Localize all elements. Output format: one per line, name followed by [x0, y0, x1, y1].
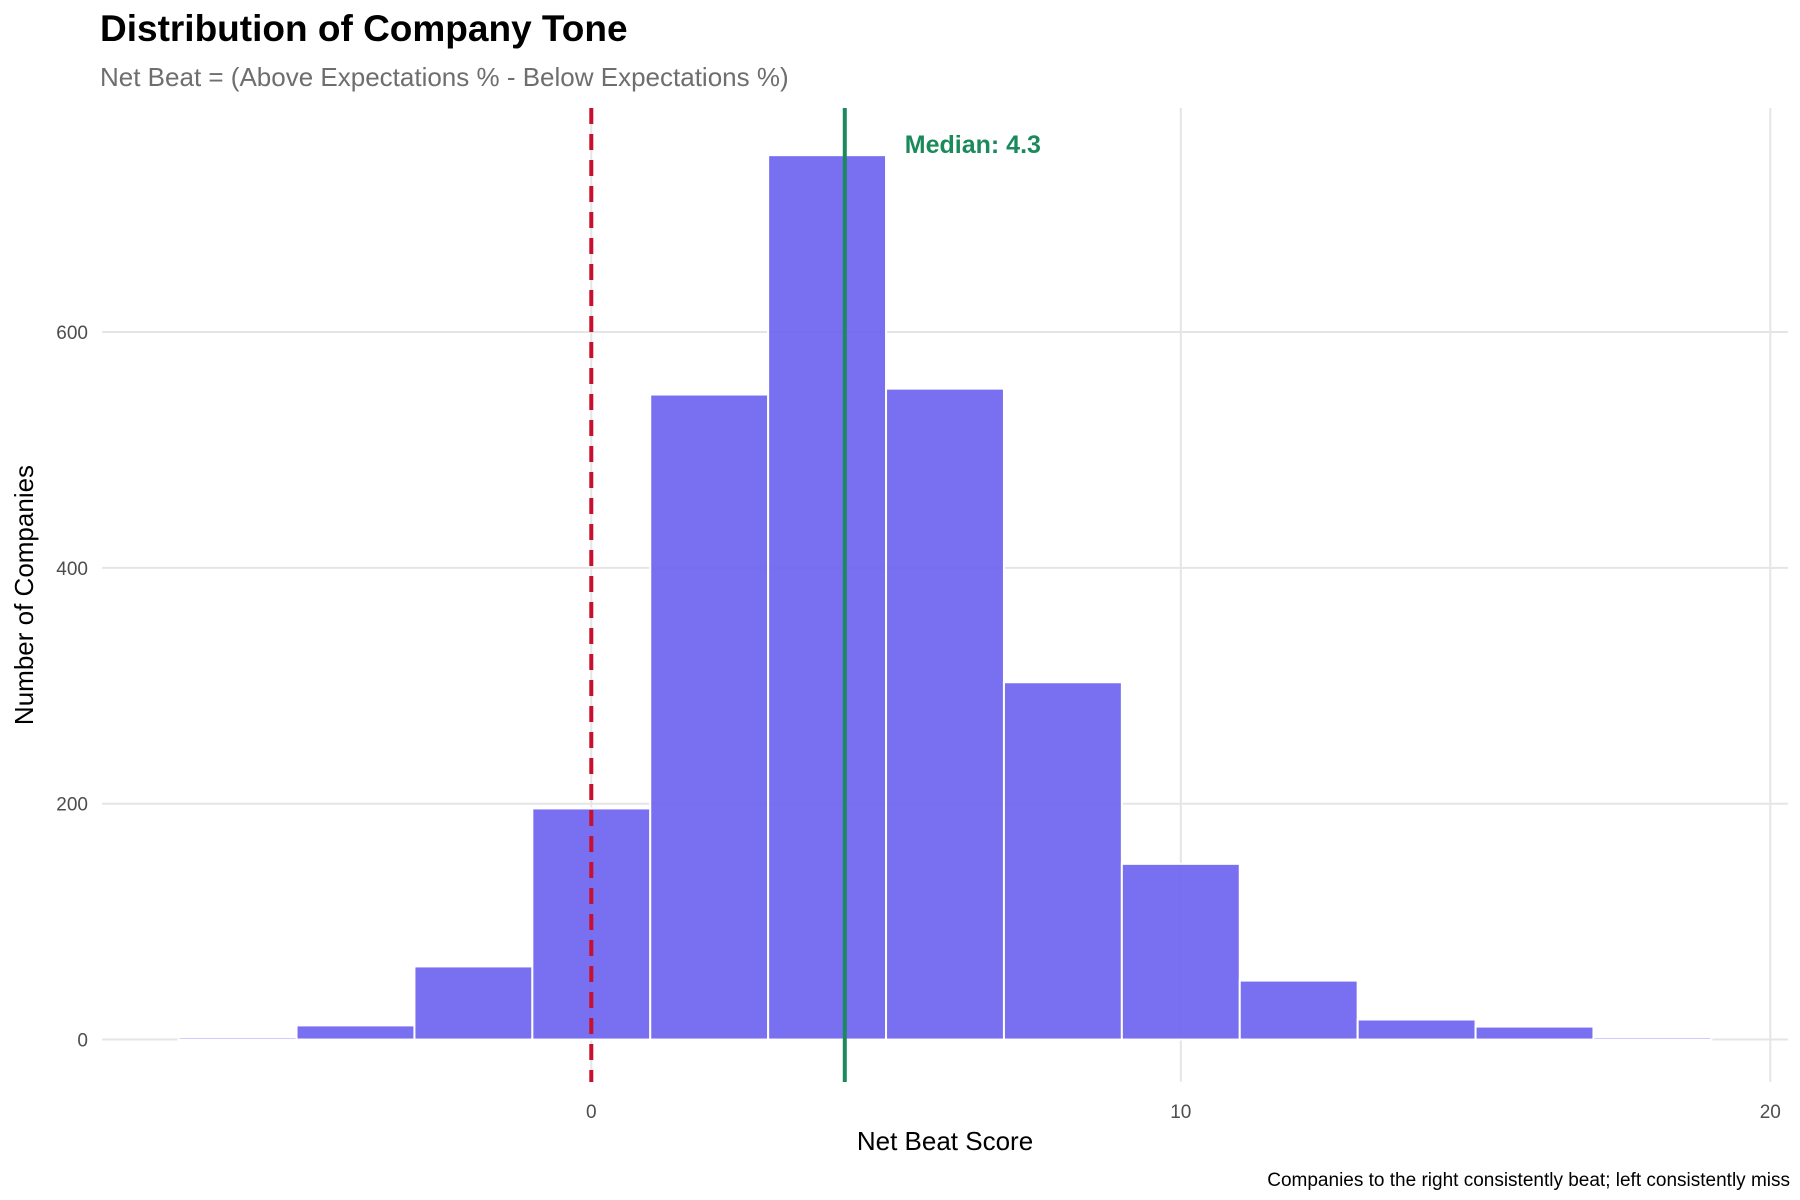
histogram-bar: [295, 1024, 416, 1041]
histogram-bar: [885, 387, 1005, 1041]
x-tick-label: 20: [1760, 1102, 1781, 1123]
histogram-bar: [413, 965, 534, 1041]
y-tick-label: 200: [56, 795, 88, 816]
histogram-bar: [1356, 1018, 1477, 1041]
histogram-bar: [1592, 1036, 1713, 1041]
y-tick-label: 400: [56, 559, 88, 580]
histogram-bar: [767, 154, 888, 1041]
chart-subtitle: Net Beat = (Above Expectations % - Below…: [100, 62, 789, 92]
chart-title: Distribution of Company Tone: [100, 8, 628, 49]
x-axis-title: Net Beat Score: [857, 1126, 1033, 1156]
histogram-bar: [649, 393, 770, 1041]
y-axis-title: Number of Companies: [9, 465, 39, 725]
median-label: Median: 4.3: [905, 131, 1041, 159]
x-tick-label: 10: [1170, 1102, 1191, 1123]
histogram-bars: [177, 154, 1713, 1041]
histogram-bar: [1002, 681, 1123, 1041]
histogram-bar: [1238, 979, 1359, 1041]
histogram-bar: [177, 1036, 298, 1041]
y-tick-label: 600: [56, 323, 88, 344]
y-tick-label: 0: [77, 1031, 88, 1052]
histogram-bar: [1474, 1025, 1595, 1041]
reference-lines: [589, 108, 847, 1082]
chart-caption: Companies to the right consistently beat…: [1267, 1170, 1790, 1191]
histogram-bar: [1120, 862, 1241, 1041]
x-tick-label: 0: [586, 1102, 597, 1123]
